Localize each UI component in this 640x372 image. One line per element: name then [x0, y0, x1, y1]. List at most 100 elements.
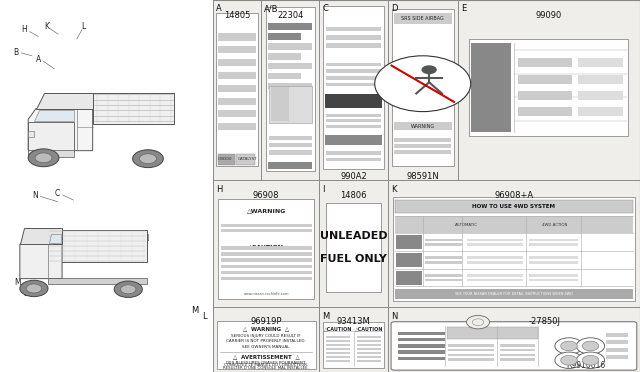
Text: www.nissan-techinfo.com: www.nissan-techinfo.com: [243, 292, 289, 296]
Bar: [426, 261, 462, 263]
Text: △CAUTION: △CAUTION: [324, 326, 353, 331]
Text: C: C: [55, 189, 60, 198]
Bar: [268, 43, 312, 49]
Bar: [605, 340, 628, 344]
Bar: [357, 344, 381, 346]
Text: L: L: [81, 22, 85, 31]
Bar: [467, 279, 523, 281]
Bar: [326, 76, 381, 80]
Text: SEE YOUR NISSAN DEALER FOR DETAIL INSTRUCTIONS WHEN 4WD: SEE YOUR NISSAN DEALER FOR DETAIL INSTRU…: [455, 292, 573, 296]
Circle shape: [114, 281, 142, 298]
Bar: [218, 59, 256, 66]
Text: AUTOMATIC: AUTOMATIC: [455, 222, 478, 227]
Bar: [218, 123, 256, 130]
Bar: [500, 353, 535, 356]
Bar: [605, 347, 628, 352]
Text: D: D: [391, 4, 397, 13]
Bar: [217, 321, 316, 369]
Bar: [518, 58, 572, 67]
Text: △CAUTION: △CAUTION: [248, 244, 284, 249]
Circle shape: [577, 352, 605, 368]
Text: △CAUTION: △CAUTION: [355, 326, 383, 331]
Bar: [578, 91, 623, 100]
Bar: [518, 75, 572, 84]
Text: 990A2: 990A2: [340, 172, 367, 181]
Bar: [268, 162, 312, 169]
Text: CARRIER IS NOT PROPERLY INSTALLED.: CARRIER IS NOT PROPERLY INSTALLED.: [227, 339, 306, 343]
Bar: [326, 344, 351, 346]
Bar: [326, 114, 381, 117]
Text: UNLEADED: UNLEADED: [320, 231, 387, 241]
Bar: [323, 322, 384, 368]
Circle shape: [561, 355, 577, 365]
Circle shape: [555, 352, 583, 368]
Bar: [529, 279, 577, 281]
Bar: [398, 344, 445, 348]
Bar: [326, 119, 381, 122]
Bar: [266, 7, 315, 171]
Bar: [326, 203, 381, 292]
Bar: [398, 350, 445, 354]
Polygon shape: [28, 122, 74, 151]
Circle shape: [422, 65, 437, 74]
Bar: [269, 143, 312, 147]
Bar: [392, 9, 454, 166]
Bar: [0, 0, 213, 372]
Text: 99090: 99090: [536, 12, 562, 20]
Text: 14805: 14805: [224, 12, 250, 20]
Text: DES BLESSURES GRAVES POURRAIENT: DES BLESSURES GRAVES POURRAIENT: [227, 361, 306, 365]
Text: I: I: [146, 234, 148, 243]
Bar: [605, 355, 628, 359]
Text: N: N: [33, 191, 38, 200]
Bar: [326, 43, 381, 48]
Bar: [326, 35, 381, 39]
Bar: [393, 197, 635, 301]
Text: A: A: [36, 55, 41, 64]
Text: B: B: [13, 48, 19, 57]
Bar: [268, 53, 301, 60]
Text: SRS SIDE AIRBAG: SRS SIDE AIRBAG: [401, 16, 444, 21]
Bar: [221, 271, 312, 274]
Bar: [216, 13, 258, 166]
Text: 93413M: 93413M: [337, 317, 371, 326]
Text: H: H: [216, 185, 223, 194]
Bar: [500, 344, 535, 347]
Bar: [529, 256, 577, 259]
Bar: [447, 353, 494, 356]
Text: I: I: [323, 185, 325, 194]
Bar: [325, 135, 382, 145]
Bar: [269, 135, 312, 140]
Bar: [326, 336, 351, 338]
Text: CATALYST: CATALYST: [237, 157, 257, 161]
Text: M: M: [191, 306, 198, 315]
Text: M: M: [323, 312, 330, 321]
Bar: [426, 274, 462, 276]
Bar: [218, 199, 314, 299]
Circle shape: [467, 315, 490, 329]
Circle shape: [20, 280, 48, 296]
Text: HOW TO USE 4WD SYSTEM: HOW TO USE 4WD SYSTEM: [472, 203, 556, 209]
Text: K: K: [44, 22, 49, 31]
Bar: [467, 261, 523, 263]
Bar: [394, 122, 452, 130]
Bar: [426, 256, 462, 259]
Text: K: K: [391, 185, 397, 194]
Bar: [268, 63, 312, 70]
Bar: [605, 333, 628, 337]
Text: A: A: [216, 4, 222, 13]
Bar: [467, 239, 523, 241]
Bar: [269, 150, 312, 154]
Bar: [394, 13, 452, 24]
Bar: [268, 33, 301, 40]
Bar: [221, 277, 312, 280]
Bar: [218, 72, 256, 79]
Bar: [357, 359, 381, 362]
Polygon shape: [20, 238, 62, 279]
Bar: [467, 243, 523, 246]
Text: △  AVERTISSEMENT  △: △ AVERTISSEMENT △: [233, 354, 300, 359]
Text: M: M: [15, 278, 21, 287]
Text: A/B: A/B: [264, 4, 279, 13]
Text: -27850J: -27850J: [528, 317, 560, 326]
Circle shape: [375, 56, 471, 112]
Text: CONSULTEZ LE MANUEL DU CONDUCTEUR.: CONSULTEZ LE MANUEL DU CONDUCTEUR.: [224, 363, 308, 366]
